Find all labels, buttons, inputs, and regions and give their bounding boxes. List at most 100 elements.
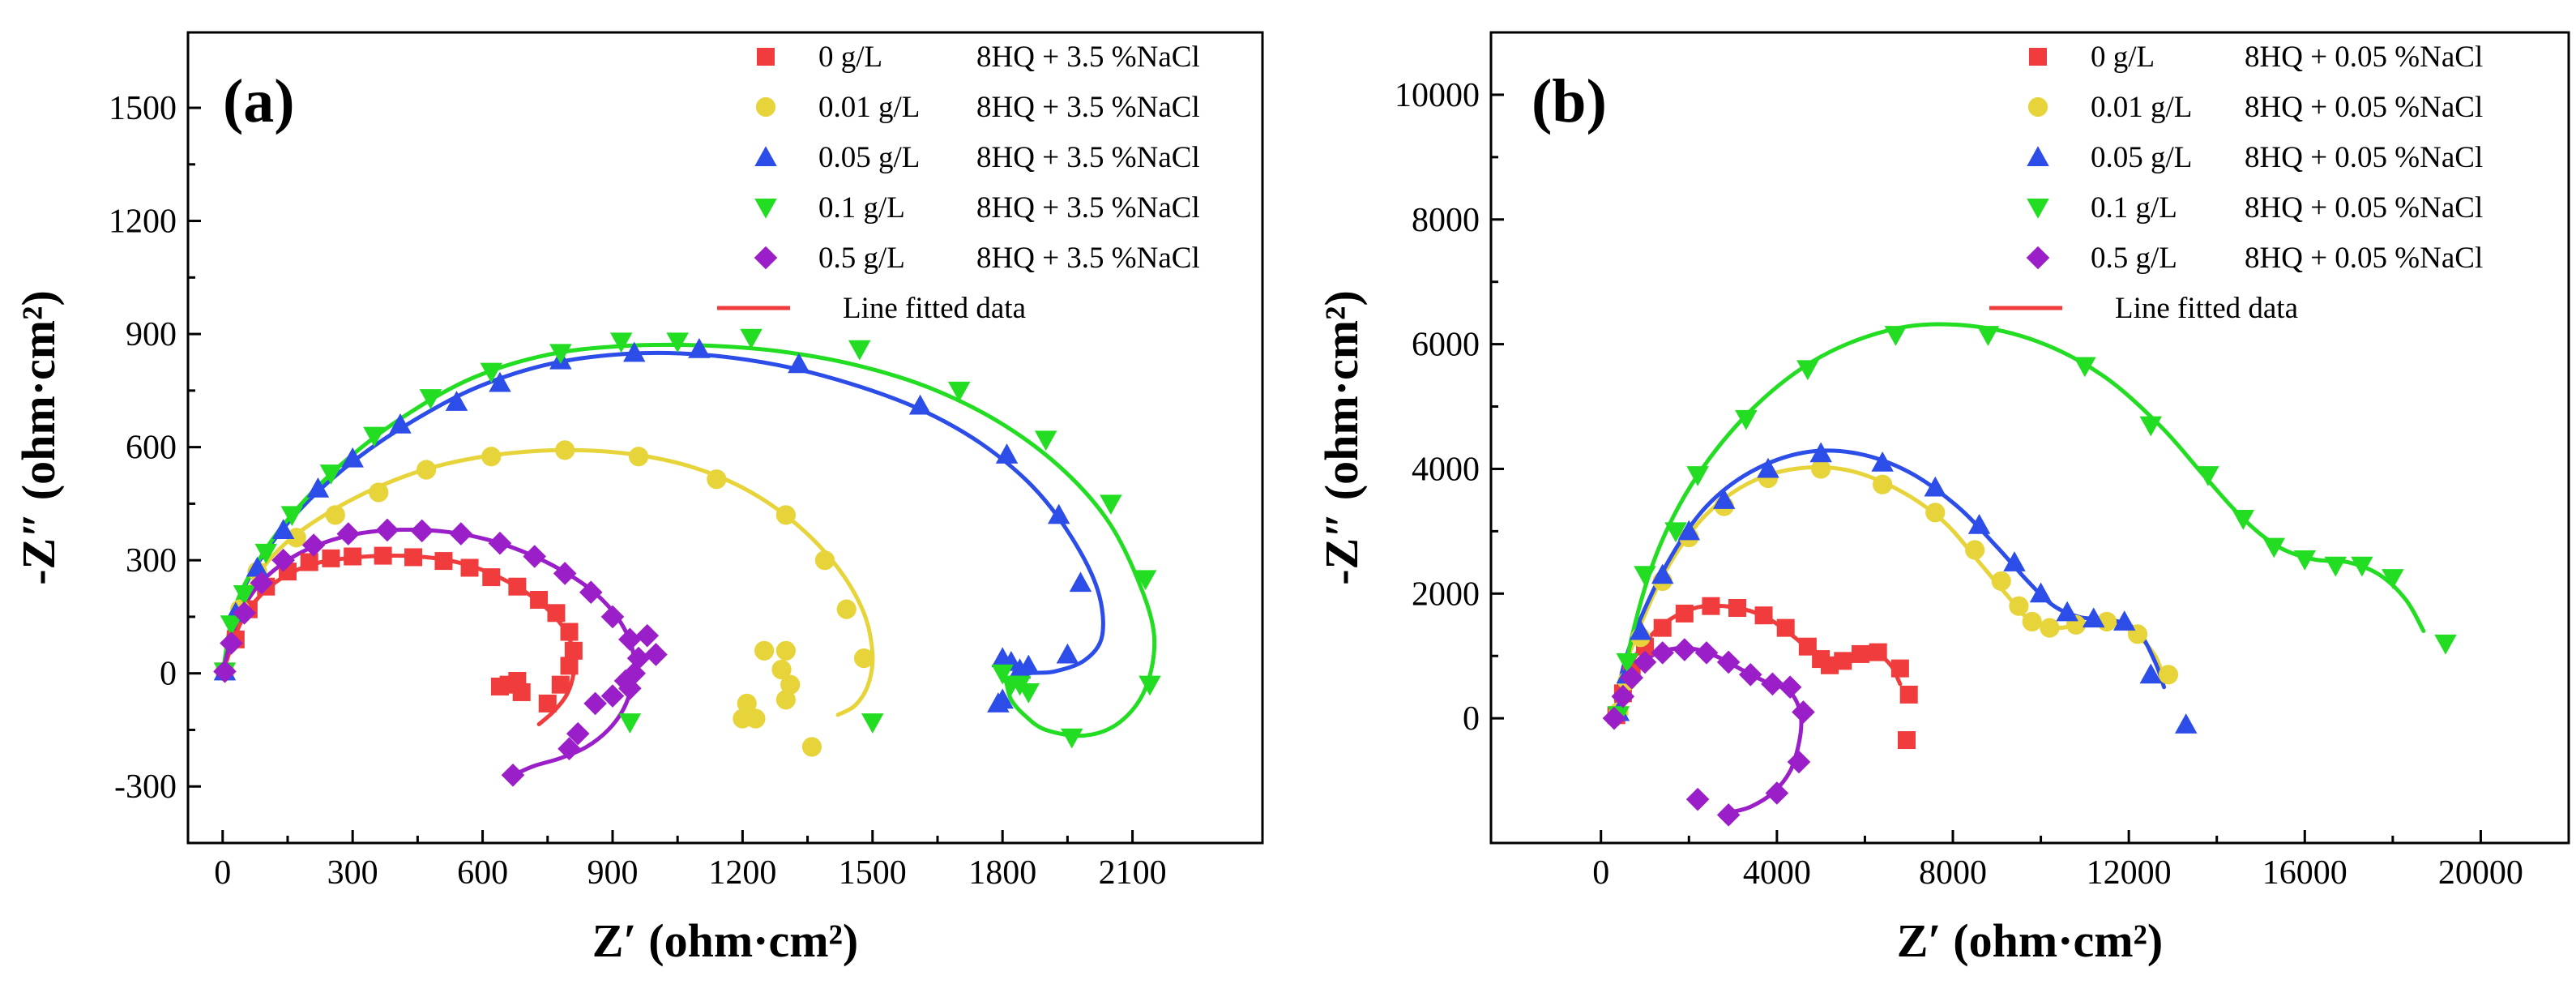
x-tick-label-1: 4000 xyxy=(1743,854,1811,892)
data-point-s3-7 xyxy=(419,389,442,409)
data-point-s0-5 xyxy=(300,553,318,571)
data-point-s4-2 xyxy=(1620,665,1644,690)
y-tick-label-5: 10000 xyxy=(1395,77,1480,114)
data-point-s1-18 xyxy=(2158,665,2179,685)
data-point-s0-15 xyxy=(1869,643,1887,661)
data-point-s1-3 xyxy=(286,528,306,548)
data-point-s4-26 xyxy=(613,669,638,693)
data-point-s1-7 xyxy=(1811,459,1831,479)
x-tick-label-6: 1800 xyxy=(968,854,1036,892)
data-point-s4-19 xyxy=(600,684,625,708)
data-point-s2-13 xyxy=(908,394,932,415)
plot-frame xyxy=(1489,31,2570,845)
data-point-s3-13 xyxy=(848,340,871,361)
data-point-s2-4 xyxy=(306,477,330,498)
y-tick-label-4: 900 xyxy=(126,316,177,353)
data-point-s0-12 xyxy=(482,568,501,587)
data-point-s3-9 xyxy=(549,344,572,365)
data-point-s1-13 xyxy=(2022,611,2042,632)
data-point-s1-6 xyxy=(416,460,437,480)
data-point-s3-2 xyxy=(1634,566,1656,586)
x-axis-title: Z′ (ohm·cm²) xyxy=(1897,914,2164,967)
data-point-s3-15 xyxy=(1034,430,1057,451)
data-point-s3-5 xyxy=(319,464,343,485)
data-point-s2-13 xyxy=(2056,601,2078,622)
y-axis-title: -Z″ (ohm·cm²) xyxy=(12,290,65,585)
data-point-s3-8 xyxy=(1976,326,2000,346)
data-point-s3-12 xyxy=(2232,510,2255,530)
data-point-s3-19 xyxy=(1060,728,1083,749)
data-point-s2-15 xyxy=(1047,503,1070,524)
data-point-s1-16 xyxy=(754,640,775,661)
data-point-s2-14 xyxy=(2082,607,2105,628)
x-tick-label-3: 12000 xyxy=(2087,854,2172,892)
data-point-s0-20 xyxy=(538,694,557,712)
data-point-s3-13 xyxy=(2262,537,2286,558)
x-tick-label-5: 1500 xyxy=(839,854,907,892)
data-point-s2-7 xyxy=(445,391,468,411)
data-point-s3-15 xyxy=(2324,556,2347,577)
data-point-s0-8 xyxy=(1754,606,1773,625)
panel-b-chart: 0 4000 8000 12000 16000 20000 0 2000 4000 6000 800… xyxy=(1315,31,2570,967)
legend-label-3: 0.1 g/L xyxy=(818,191,905,225)
legend-marker-1 xyxy=(755,96,776,118)
data-point-s1-9 xyxy=(628,447,649,467)
data-point-s4-4 xyxy=(271,548,295,572)
data-point-s4-8 xyxy=(410,519,434,543)
x-tick-label-3: 900 xyxy=(587,854,638,892)
data-point-s0-10 xyxy=(434,552,453,571)
x-tick-label-1: 300 xyxy=(327,854,378,892)
data-point-s3-18 xyxy=(1138,675,1161,696)
data-point-s3-3 xyxy=(254,543,277,564)
data-point-s2-10 xyxy=(1967,513,1991,534)
data-point-s0-6 xyxy=(322,549,340,567)
data-point-s1-8 xyxy=(1873,474,1893,494)
x-tick-label-2: 8000 xyxy=(1919,854,1987,892)
data-point-s0-4 xyxy=(1653,618,1672,637)
legend-electrolyte-4: 8HQ + 0.05 %NaCl xyxy=(2245,242,2483,275)
data-point-s0-7 xyxy=(344,547,362,566)
data-point-s2-5 xyxy=(1712,489,1736,509)
legend-electrolyte-1: 8HQ + 0.05 %NaCl xyxy=(2245,91,2483,124)
data-point-s3-11 xyxy=(666,332,689,353)
data-point-s4-5 xyxy=(301,533,326,557)
data-point-s4-21 xyxy=(566,721,590,746)
data-point-s1-13 xyxy=(836,599,857,619)
data-point-s1-7 xyxy=(481,447,502,467)
data-point-s4-7 xyxy=(1716,650,1741,674)
data-point-s4-2 xyxy=(233,601,256,625)
data-point-s1-4 xyxy=(325,505,345,525)
data-point-s2-9 xyxy=(1924,476,1947,497)
fit-line-2 xyxy=(220,350,1105,682)
data-point-s2-4 xyxy=(1677,520,1701,541)
data-point-s4-0 xyxy=(1602,706,1626,730)
legend-electrolyte-0: 8HQ + 0.05 %NaCl xyxy=(2245,41,2483,74)
data-point-s3-3 xyxy=(1664,522,1687,543)
data-point-s2-10 xyxy=(622,341,646,362)
data-point-s2-23 xyxy=(987,692,1010,712)
data-point-s1-10 xyxy=(1965,540,1985,560)
data-point-s4-9 xyxy=(449,522,473,546)
panel-a-chart: 0 300 600 900 1200 1500 1800 2100 -300 0 300 600 900… xyxy=(12,31,1264,967)
data-point-s4-11 xyxy=(523,545,547,568)
legend-electrolyte-0: 8HQ + 3.5 %NaCl xyxy=(976,41,1200,74)
data-point-s1-12 xyxy=(814,550,835,571)
data-point-s0-13 xyxy=(508,577,527,596)
data-point-s2-6 xyxy=(1757,457,1779,478)
data-point-s4-20 xyxy=(583,691,607,716)
data-point-s4-10 xyxy=(1778,675,1802,699)
data-point-s2-12 xyxy=(788,353,810,374)
legend: 0 g/L 8HQ + 3.5 %NaCl 0.01 g/L 8HQ + 3.5 %N… xyxy=(717,41,1200,325)
data-point-s1-19 xyxy=(775,690,796,710)
data-point-s3-1 xyxy=(220,615,243,635)
x-axis-title: Z′ (ohm·cm²) xyxy=(592,914,859,967)
y-tick-label-3: 600 xyxy=(126,430,177,467)
data-point-s4-1 xyxy=(220,631,243,655)
data-point-s4-15 xyxy=(618,627,642,652)
y-tick-label-2: 4000 xyxy=(1412,451,1480,488)
data-point-s0-14 xyxy=(530,591,549,609)
data-point-s3-16 xyxy=(2351,556,2373,577)
data-point-s4-15 xyxy=(1685,787,1710,811)
data-point-s4-3 xyxy=(250,571,274,595)
